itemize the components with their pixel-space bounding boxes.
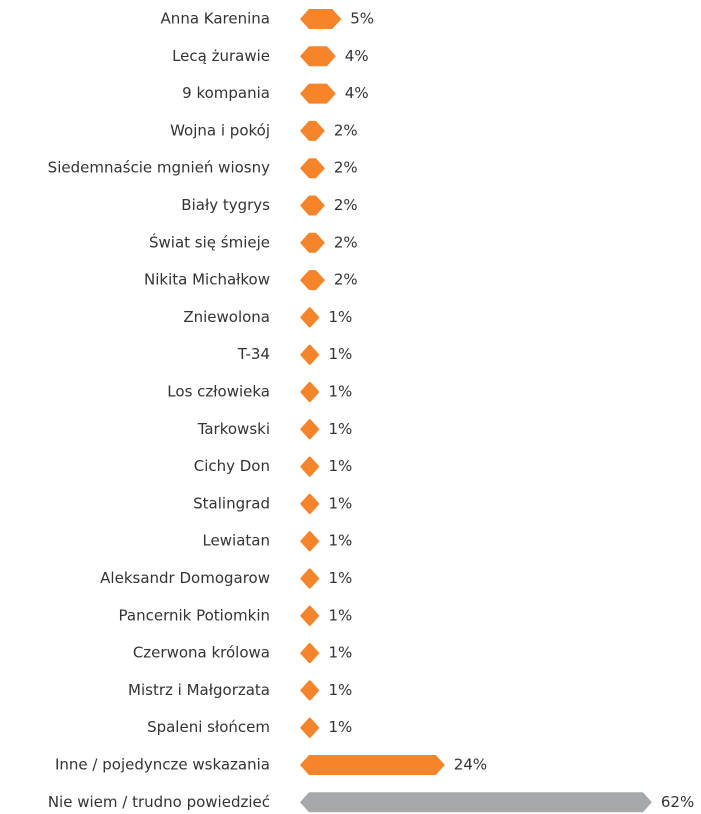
bar [300, 680, 320, 701]
bar [300, 232, 325, 253]
category-label: Lecą żurawie [172, 47, 270, 65]
value-label: 1% [328, 532, 352, 550]
category-label: T-34 [237, 345, 270, 363]
bar [300, 643, 320, 664]
value-label: 2% [334, 196, 358, 214]
bar [300, 755, 445, 775]
value-label: 1% [328, 681, 352, 699]
value-label: 5% [350, 10, 374, 28]
value-label: 1% [328, 644, 352, 662]
bar [300, 531, 320, 552]
bar [300, 307, 320, 328]
value-label: 4% [345, 84, 369, 102]
value-label: 1% [328, 420, 352, 438]
bar [300, 419, 320, 440]
bar [300, 493, 320, 514]
value-label: 4% [345, 47, 369, 65]
bar [300, 46, 336, 67]
bar [300, 456, 320, 477]
category-label: Biały tygrys [181, 196, 270, 214]
bar [300, 382, 320, 402]
value-label: 1% [328, 606, 352, 624]
value-label: 1% [328, 718, 352, 736]
category-label: Wojna i pokój [170, 121, 270, 139]
category-label: Spaleni słońcem [147, 718, 270, 736]
bar [300, 158, 325, 179]
value-label: 24% [454, 756, 487, 774]
value-label: 1% [328, 308, 352, 326]
category-label: 9 kompania [182, 84, 270, 102]
category-label: Aleksandr Domogarow [100, 569, 270, 587]
bar [300, 717, 320, 738]
value-label: 2% [334, 121, 358, 139]
bar [300, 9, 342, 29]
value-label: 62% [661, 793, 694, 811]
bar [300, 792, 652, 813]
category-label: Pancernik Potiomkin [119, 606, 270, 624]
bar [300, 605, 320, 626]
bar [300, 83, 336, 104]
value-label: 1% [328, 457, 352, 475]
category-label: Stalingrad [193, 494, 270, 512]
value-label: 1% [328, 569, 352, 587]
category-label: Lewiatan [202, 532, 270, 550]
bar [300, 120, 325, 141]
value-label: 1% [328, 494, 352, 512]
category-label: Cichy Don [194, 457, 270, 475]
category-label: Siedemnaście mgnień wiosny [48, 159, 270, 177]
value-label: 2% [334, 159, 358, 177]
category-label: Czerwona królowa [133, 644, 270, 662]
bar [300, 195, 325, 216]
category-label: Świat się śmieje [149, 232, 270, 251]
category-label: Nikita Michałkow [144, 271, 270, 289]
bar [300, 344, 320, 365]
category-label: Los człowieka [167, 383, 270, 401]
value-label: 2% [334, 233, 358, 251]
category-label: Inne / pojedyncze wskazania [55, 756, 270, 774]
value-label: 1% [328, 383, 352, 401]
category-label: Anna Karenina [161, 10, 270, 28]
value-label: 2% [334, 271, 358, 289]
category-label: Nie wiem / trudno powiedzieć [48, 793, 270, 811]
bar [300, 270, 325, 291]
bar [300, 568, 320, 589]
category-label: Zniewolona [183, 308, 270, 326]
value-label: 1% [328, 345, 352, 363]
category-label: Tarkowski [197, 420, 270, 438]
category-label: Mistrz i Małgorzata [128, 681, 270, 699]
